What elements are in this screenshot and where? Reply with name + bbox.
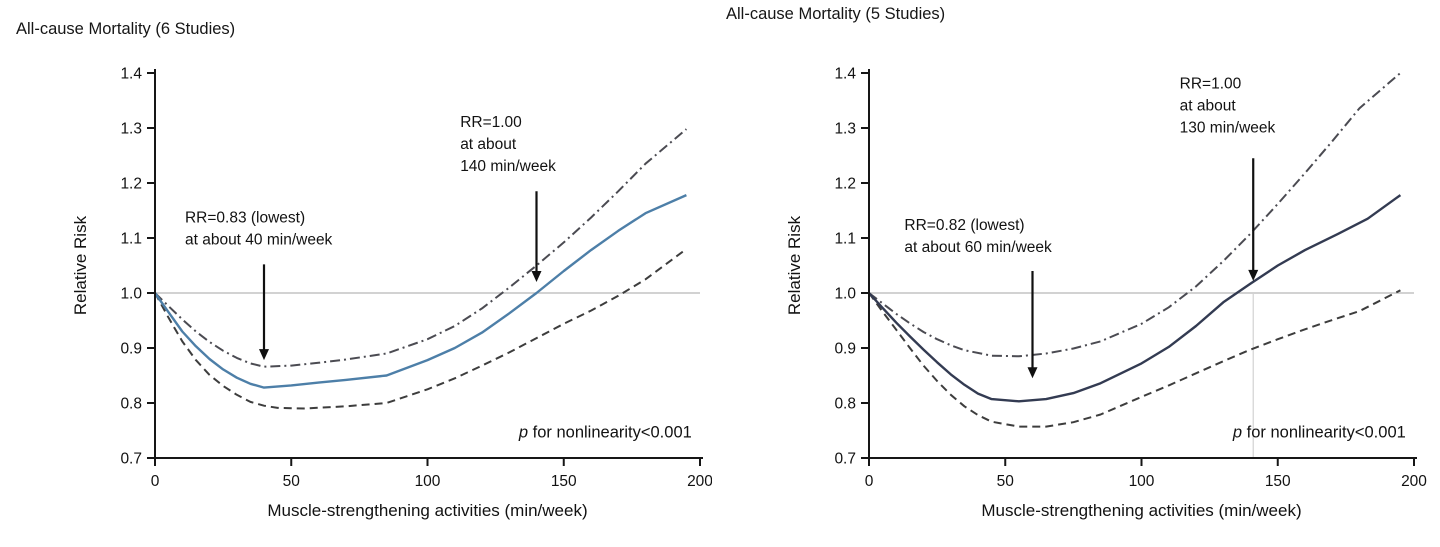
x-tick-label: 200 (1401, 473, 1427, 490)
y-tick-label: 1.3 (120, 121, 142, 138)
series-point-estimate-curve (868, 194, 1402, 403)
y-tick-label: 1.0 (834, 286, 856, 303)
annotation-text: 130 min/week (1180, 119, 1276, 136)
chart-title: All-cause Mortality (6 Studies) (16, 20, 236, 38)
annotation-text: at about 60 min/week (904, 239, 1052, 256)
chart-plot-area-6-studies: 0.7 0.8 0.9 1.0 1.1 1.2 1.3 1.4 0 50 100 150 200 Musc… (71, 66, 712, 521)
y-axis-label: Relative Risk (785, 215, 804, 315)
x-tick-label: 100 (415, 473, 441, 490)
x-tick-label: 150 (1265, 473, 1291, 490)
annotation-text: 140 min/week (460, 158, 556, 175)
chart-all-cause-mortality-6-studies: All-cause Mortality (6 Studies) 0.7 0.8 0.… (0, 0, 712, 547)
chart-plot-area-5-studies: 0.7 0.8 0.9 1.0 1.1 1.2 1.3 1.4 0 50 100 150 200 Musc… (785, 66, 1427, 521)
y-tick-label: 1.0 (120, 286, 142, 303)
x-tick-label: 0 (865, 473, 874, 490)
x-tick-label: 0 (151, 473, 160, 490)
y-tick-label: 0.9 (834, 341, 856, 358)
y-tick-label: 1.3 (834, 121, 856, 138)
annotation-arrow-head (1248, 269, 1259, 281)
series-upper-confidence-limit-curve (154, 128, 688, 368)
annotation-text: RR=1.00 (1180, 75, 1242, 92)
annotation-text: RR=1.00 (460, 114, 522, 131)
x-tick-label: 100 (1129, 473, 1155, 490)
y-tick-label: 1.4 (834, 66, 856, 83)
annotation-arrow-head (259, 349, 269, 361)
x-axis-label: Muscle-strengthening activities (min/wee… (981, 501, 1301, 520)
p-nonlinearity-label: p for nonlinearity<0.001 (1232, 424, 1406, 442)
y-tick-label: 1.1 (834, 231, 856, 248)
y-tick-label: 0.7 (834, 451, 856, 468)
series-lower-confidence-limit-curve (868, 289, 1401, 428)
annotation-arrow-head (531, 271, 542, 282)
y-tick-label: 0.8 (834, 396, 856, 413)
p-nonlinearity-label: p for nonlinearity<0.001 (518, 424, 692, 442)
y-tick-label: 0.8 (120, 396, 142, 413)
x-axis-label: Muscle-strengthening activities (min/wee… (267, 501, 587, 520)
y-tick-label: 1.4 (120, 66, 142, 83)
annotation-text: RR=0.83 (lowest) (185, 210, 305, 227)
annotation-text: at about (1180, 97, 1237, 114)
annotation-text: RR=0.82 (lowest) (904, 217, 1024, 234)
series-lower-confidence-limit-curve (154, 248, 687, 410)
series-point-estimate-curve (154, 194, 687, 389)
x-tick-label: 150 (551, 473, 577, 490)
x-tick-label: 50 (997, 473, 1015, 490)
y-tick-label: 1.1 (120, 231, 142, 248)
y-tick-label: 1.2 (120, 176, 142, 193)
x-tick-label: 50 (283, 473, 301, 490)
x-tick-label: 200 (687, 473, 712, 490)
y-tick-label: 0.7 (120, 451, 142, 468)
annotation-text: at about (460, 136, 517, 153)
y-tick-label: 1.2 (834, 176, 856, 193)
chart-title: All-cause Mortality (5 Studies) (726, 5, 946, 23)
y-axis-label: Relative Risk (71, 215, 90, 315)
series-upper-confidence-limit-curve (868, 72, 1402, 358)
chart-all-cause-mortality-5-studies: All-cause Mortality (5 Studies) 0.7 0.8 0.… (714, 0, 1440, 547)
annotation-arrow-head (1027, 367, 1038, 379)
annotation-text: at about 40 min/week (185, 232, 333, 249)
y-tick-label: 0.9 (120, 341, 142, 358)
